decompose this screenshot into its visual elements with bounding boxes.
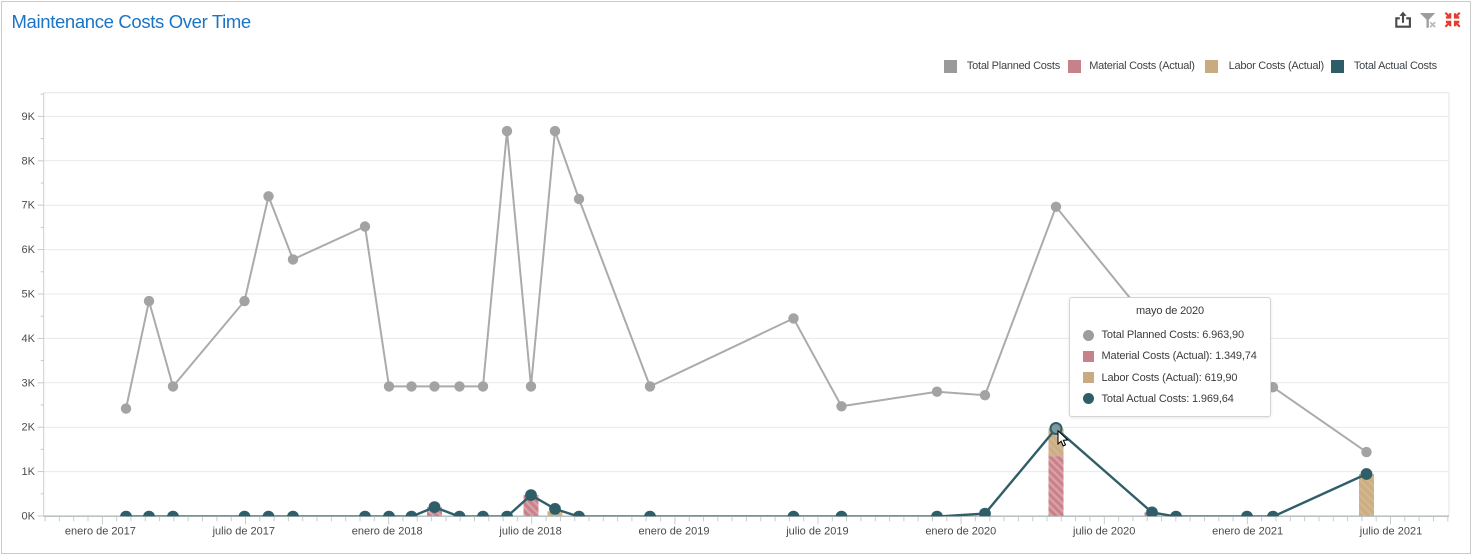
svg-text:enero de 2018: enero de 2018 [352, 526, 423, 538]
svg-text:0K: 0K [22, 511, 36, 523]
svg-text:2K: 2K [22, 422, 36, 434]
svg-text:4K: 4K [22, 333, 36, 345]
svg-text:julio de 2018: julio de 2018 [498, 526, 561, 538]
svg-text:enero de 2020: enero de 2020 [925, 526, 996, 538]
svg-text:3K: 3K [22, 377, 36, 389]
svg-text:6K: 6K [22, 244, 36, 256]
svg-text:5K: 5K [22, 289, 36, 301]
svg-text:9K: 9K [22, 111, 36, 123]
svg-text:enero de 2021: enero de 2021 [1212, 526, 1283, 538]
svg-text:julio de 2017: julio de 2017 [212, 526, 275, 538]
svg-text:enero de 2017: enero de 2017 [65, 526, 136, 538]
svg-text:julio de 2019: julio de 2019 [785, 526, 848, 538]
svg-text:julio de 2020: julio de 2020 [1072, 526, 1135, 538]
svg-text:1K: 1K [22, 466, 36, 478]
svg-text:julio de 2021: julio de 2021 [1359, 526, 1422, 538]
svg-text:enero de 2019: enero de 2019 [639, 526, 710, 538]
svg-text:8K: 8K [22, 155, 36, 167]
svg-text:7K: 7K [22, 200, 36, 212]
